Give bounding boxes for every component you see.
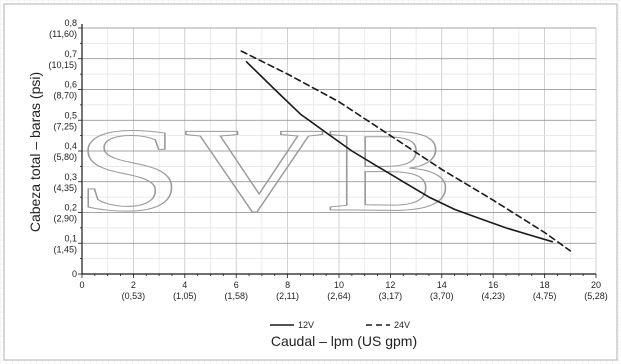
y-tick-sublabel: (5,80) — [53, 152, 77, 162]
x-tick-label: 10 — [334, 280, 344, 290]
y-tick-sublabel: (1,45) — [53, 244, 77, 254]
series-line-24v — [240, 50, 572, 252]
x-tick-label: 6 — [234, 280, 239, 290]
legend-label-12v: 12V — [298, 320, 314, 330]
x-tick-label: 12 — [385, 280, 395, 290]
y-tick-sublabel: (11,60) — [49, 29, 77, 39]
y-tick-label: 0,4 — [64, 141, 77, 151]
x-tick-sublabel: (1,58) — [224, 291, 248, 301]
series-line-12v — [245, 61, 554, 243]
y-tick-label: 0,5 — [64, 110, 77, 120]
x-tick-sublabel: (0,53) — [122, 291, 146, 301]
y-tick-sublabel: (2,90) — [53, 214, 77, 224]
y-tick-label: 0,6 — [64, 80, 77, 90]
y-tick-label: 0,1 — [64, 233, 77, 243]
x-tick-label: 4 — [182, 280, 187, 290]
y-tick-label: 0,8 — [64, 18, 77, 28]
y-tick-sublabel: (10,15) — [48, 60, 77, 70]
y-tick-label: 0,7 — [64, 49, 77, 59]
plot-grid — [81, 27, 597, 275]
axes — [78, 24, 597, 278]
x-tick-sublabel: (5,28) — [584, 291, 608, 301]
x-tick-label: 0 — [79, 280, 84, 290]
x-tick-sublabel: (4,23) — [481, 291, 505, 301]
x-tick-label: 20 — [591, 280, 601, 290]
series-layer — [240, 50, 572, 252]
x-tick-sublabel: (4,75) — [533, 291, 557, 301]
x-tick-label: 2 — [131, 280, 136, 290]
legend-label-24v: 24V — [394, 320, 410, 330]
x-tick-label: 16 — [488, 280, 498, 290]
x-tick-sublabel: (2,11) — [276, 291, 299, 301]
x-tick-label: 8 — [285, 280, 290, 290]
y-tick-label: 0 — [72, 269, 77, 279]
x-tick-sublabel: (3,17) — [379, 291, 403, 301]
x-tick-sublabel: (1,05) — [173, 291, 197, 301]
legend: 12V 24V — [270, 320, 410, 330]
y-tick-sublabel: (8,70) — [53, 91, 77, 101]
tick-labels: 0 2(0,53)4(1,05)6(1,58)8(2,11)10(2,64)12(… — [48, 18, 607, 301]
y-tick-sublabel: (7,25) — [53, 121, 77, 131]
y-axis-label: Cabeza total – baras (psi) — [27, 72, 43, 232]
y-tick-sublabel: (4,35) — [53, 183, 77, 193]
x-tick-label: 14 — [437, 280, 447, 290]
y-tick-label: 0,2 — [64, 203, 77, 213]
svb-watermark: SVB — [75, 103, 456, 237]
y-tick-label: 0,3 — [64, 172, 77, 182]
x-tick-sublabel: (3,70) — [430, 291, 454, 301]
x-tick-label: 18 — [540, 280, 550, 290]
x-tick-sublabel: (2,64) — [327, 291, 351, 301]
x-axis-label: Caudal – lpm (US gpm) — [271, 333, 417, 349]
watermark-text: SVB — [75, 103, 455, 236]
